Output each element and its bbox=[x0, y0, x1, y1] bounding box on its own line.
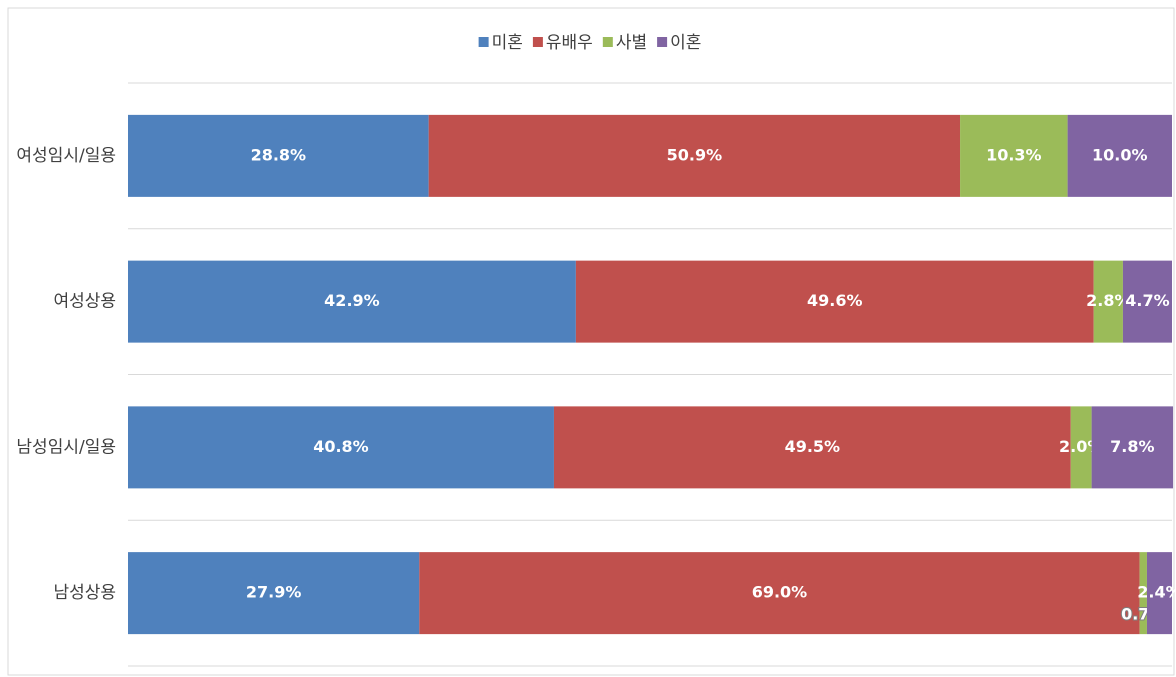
bar-segment bbox=[1146, 552, 1172, 635]
bar-segment bbox=[128, 406, 554, 489]
legend: 미혼 유배우 사별 이혼 bbox=[478, 33, 701, 53]
bar-segment bbox=[1091, 406, 1174, 489]
bar-segment bbox=[128, 552, 420, 635]
data-label: 49.6% bbox=[807, 291, 863, 310]
bar-segment bbox=[1139, 552, 1147, 635]
legend-label: 유배우 bbox=[546, 33, 593, 53]
legend-swatch bbox=[657, 37, 668, 47]
data-label: 40.8% bbox=[313, 437, 369, 456]
data-label: 7.8% bbox=[1110, 437, 1154, 456]
legend-label: 미혼 bbox=[492, 33, 523, 53]
legend-swatch bbox=[478, 37, 489, 47]
bar-segment bbox=[1122, 260, 1172, 343]
legend-label: 사별 bbox=[616, 33, 647, 53]
bar-segment bbox=[1067, 114, 1172, 197]
legend-label: 이혼 bbox=[670, 33, 701, 53]
y-tick-label: 남성상용 bbox=[53, 583, 116, 603]
data-label: 49.5% bbox=[785, 437, 841, 456]
y-tick-label: 남성임시/일용 bbox=[16, 437, 116, 457]
bar-segment bbox=[1093, 260, 1123, 343]
bar-segment bbox=[575, 260, 1094, 343]
data-label: 69.0% bbox=[752, 583, 808, 602]
bar-segment bbox=[419, 552, 1140, 635]
bar-segment bbox=[553, 406, 1071, 489]
data-label: 27.9% bbox=[246, 583, 302, 602]
data-label: 4.7% bbox=[1125, 291, 1169, 310]
y-tick-label: 여성임시/일용 bbox=[16, 146, 116, 166]
bar-segment bbox=[960, 114, 1068, 197]
data-label: 42.9% bbox=[324, 291, 380, 310]
bar-segment bbox=[428, 114, 961, 197]
data-label: 28.8% bbox=[251, 145, 307, 164]
chart-frame bbox=[7, 7, 1175, 676]
y-tick-label: 여성상용 bbox=[53, 292, 116, 312]
bar-segment bbox=[128, 114, 429, 197]
data-label: 2.4% bbox=[1137, 583, 1176, 602]
legend-swatch bbox=[602, 37, 613, 47]
data-label: 50.9% bbox=[667, 145, 723, 164]
legend-swatch bbox=[532, 37, 543, 47]
data-label: 2.8% bbox=[1086, 291, 1130, 310]
data-label: 10.3% bbox=[986, 145, 1042, 164]
data-label: 10.0% bbox=[1092, 145, 1148, 164]
bar-segment bbox=[128, 260, 576, 343]
bar-segment bbox=[1070, 406, 1092, 489]
